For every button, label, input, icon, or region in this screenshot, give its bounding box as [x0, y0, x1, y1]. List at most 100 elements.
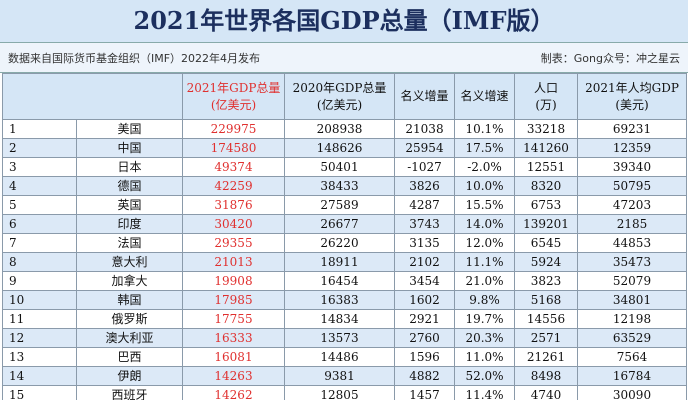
value-cell: 12.0% [454, 233, 515, 253]
header-line: 2021年人均GDP [585, 80, 679, 95]
value-cell: 35473 [577, 252, 687, 272]
column-header: 名义增速 [454, 73, 515, 120]
value-cell: 31876 [182, 195, 285, 215]
value-cell: 14.0% [454, 214, 515, 234]
value-cell: 12551 [514, 157, 578, 177]
value-cell: 9381 [284, 366, 395, 386]
value-cell: 3823 [514, 271, 578, 291]
column-header: 2021年GDP总量 (亿美元) [182, 73, 285, 120]
value-cell: 16454 [284, 271, 395, 291]
value-cell: 17755 [182, 309, 285, 329]
value-cell: 3743 [394, 214, 455, 234]
blank-header [2, 73, 183, 120]
value-cell: 11.4% [454, 385, 515, 400]
table-row: 2 中国 174580 148626 25954 17.5% 141260 12359 [2, 138, 687, 158]
country-cell: 中国 [76, 138, 183, 158]
country-cell: 日本 [76, 157, 183, 177]
value-cell: 7564 [577, 347, 687, 367]
value-cell: 1457 [394, 385, 455, 400]
country-cell: 德国 [76, 176, 183, 196]
rank-cell: 1 [2, 119, 77, 139]
value-cell: 174580 [182, 138, 285, 158]
title: 2021年世界各国GDP总量（IMF版） [0, 0, 688, 43]
value-cell: 14834 [284, 309, 395, 329]
value-cell: 5924 [514, 252, 578, 272]
header-line: (美元) [615, 97, 649, 112]
value-cell: -1027 [394, 157, 455, 177]
value-cell: 16081 [182, 347, 285, 367]
table-row: 15 西班牙 14262 12805 1457 11.4% 4740 30090 [2, 385, 687, 400]
value-cell: 26220 [284, 233, 395, 253]
column-header: 2021年人均GDP (美元) [577, 73, 687, 120]
column-header: 名义增量 [394, 73, 455, 120]
value-cell: 42259 [182, 176, 285, 196]
table-row: 14 伊朗 14263 9381 4882 52.0% 8498 16784 [2, 366, 687, 386]
value-cell: 16333 [182, 328, 285, 348]
country-cell: 法国 [76, 233, 183, 253]
value-cell: 2571 [514, 328, 578, 348]
rank-cell: 13 [2, 347, 77, 367]
credit: 制表：Gong众号：冲之星云 [540, 51, 680, 65]
column-header: 2020年GDP总量 (亿美元) [284, 73, 395, 120]
value-cell: 14262 [182, 385, 285, 400]
table-row: 3 日本 49374 50401 -1027 -2.0% 12551 39340 [2, 157, 687, 177]
column-header: 人口 (万) [514, 73, 578, 120]
value-cell: 14486 [284, 347, 395, 367]
header-line: 2020年GDP总量 [292, 80, 387, 95]
value-cell: 34801 [577, 290, 687, 310]
value-cell: 49374 [182, 157, 285, 177]
table-row: 1 美国 229975 208938 21038 10.1% 33218 69231 [2, 119, 687, 139]
value-cell: 13573 [284, 328, 395, 348]
header-line: (亿美元) [316, 97, 363, 112]
rank-cell: 5 [2, 195, 77, 215]
value-cell: 8498 [514, 366, 578, 386]
rank-cell: 4 [2, 176, 77, 196]
table-row: 6 印度 30420 26677 3743 14.0% 139201 2185 [2, 214, 687, 234]
value-cell: 139201 [514, 214, 578, 234]
table-body: 1 美国 229975 208938 21038 10.1% 33218 69231 2 中国 17… [2, 119, 687, 400]
value-cell: 50401 [284, 157, 395, 177]
value-cell: 33218 [514, 119, 578, 139]
country-cell: 加拿大 [76, 271, 183, 291]
country-cell: 俄罗斯 [76, 309, 183, 329]
value-cell: 208938 [284, 119, 395, 139]
value-cell: 30090 [577, 385, 687, 400]
value-cell: -2.0% [454, 157, 515, 177]
country-cell: 伊朗 [76, 366, 183, 386]
header-row: 2021年GDP总量 (亿美元) 2020年GDP总量 (亿美元) 名义增量 名义增速 人口… [2, 73, 687, 120]
value-cell: 229975 [182, 119, 285, 139]
value-cell: 52079 [577, 271, 687, 291]
value-cell: 20.3% [454, 328, 515, 348]
table-row: 4 德国 42259 38433 3826 10.0% 8320 50795 [2, 176, 687, 196]
value-cell: 3135 [394, 233, 455, 253]
value-cell: 12805 [284, 385, 395, 400]
rank-cell: 10 [2, 290, 77, 310]
rank-cell: 7 [2, 233, 77, 253]
value-cell: 1602 [394, 290, 455, 310]
value-cell: 30420 [182, 214, 285, 234]
value-cell: 2921 [394, 309, 455, 329]
table-row: 12 澳大利亚 16333 13573 2760 20.3% 2571 63529 [2, 328, 687, 348]
country-cell: 澳大利亚 [76, 328, 183, 348]
subtitle-bar: 数据来自国际货币基金组织（IMF）2022年4月发布 制表：Gong众号：冲之星… [0, 43, 688, 73]
value-cell: 2185 [577, 214, 687, 234]
value-cell: 19908 [182, 271, 285, 291]
value-cell: 4287 [394, 195, 455, 215]
value-cell: 21261 [514, 347, 578, 367]
value-cell: 1596 [394, 347, 455, 367]
value-cell: 26677 [284, 214, 395, 234]
value-cell: 25954 [394, 138, 455, 158]
value-cell: 4740 [514, 385, 578, 400]
value-cell: 47203 [577, 195, 687, 215]
value-cell: 8320 [514, 176, 578, 196]
value-cell: 148626 [284, 138, 395, 158]
value-cell: 14263 [182, 366, 285, 386]
value-cell: 141260 [514, 138, 578, 158]
value-cell: 3826 [394, 176, 455, 196]
value-cell: 2760 [394, 328, 455, 348]
table-row: 5 英国 31876 27589 4287 15.5% 6753 47203 [2, 195, 687, 215]
value-cell: 6753 [514, 195, 578, 215]
value-cell: 17985 [182, 290, 285, 310]
